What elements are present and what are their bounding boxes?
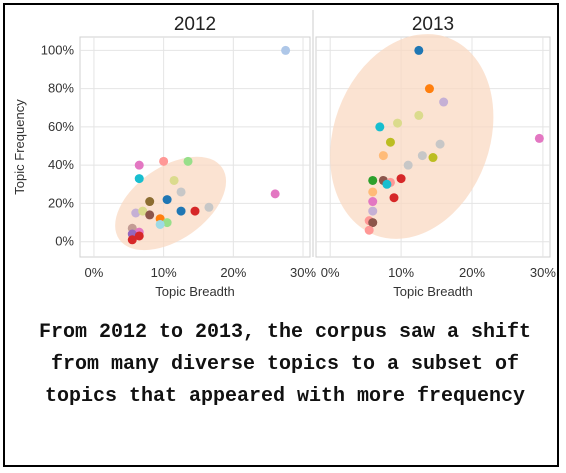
data-point bbox=[169, 175, 179, 185]
highlight-ellipse bbox=[330, 34, 494, 239]
data-point bbox=[281, 45, 291, 55]
data-point bbox=[424, 84, 434, 94]
data-point bbox=[159, 156, 169, 166]
data-point bbox=[385, 137, 395, 147]
x-tick-label: 0% bbox=[85, 265, 104, 280]
data-point bbox=[190, 206, 200, 216]
x-tick-label: 30% bbox=[290, 265, 316, 280]
data-point bbox=[389, 193, 399, 203]
x-tick-label: 10% bbox=[388, 265, 414, 280]
data-point bbox=[183, 156, 193, 166]
facet-panel-2013 bbox=[315, 34, 551, 258]
facet-title: 2013 bbox=[412, 14, 454, 35]
data-point bbox=[403, 160, 413, 170]
data-point bbox=[270, 189, 280, 199]
data-point bbox=[145, 197, 155, 207]
x-axis-title: Topic Breadth bbox=[155, 284, 235, 299]
data-point bbox=[131, 208, 141, 218]
y-axis-title: Topic Frequency bbox=[12, 99, 27, 195]
data-point bbox=[368, 218, 378, 228]
data-point bbox=[368, 197, 378, 207]
figure-frame: 2012 0% 10% 20% 30% Topic Breadth 2013 0% 10% 20%… bbox=[3, 3, 559, 467]
data-point bbox=[138, 206, 148, 216]
data-point bbox=[204, 202, 214, 212]
data-point bbox=[364, 225, 374, 235]
y-tick-label: 80% bbox=[48, 81, 74, 96]
data-point bbox=[162, 218, 172, 228]
data-point bbox=[134, 231, 144, 241]
data-point bbox=[534, 133, 544, 143]
data-point bbox=[396, 174, 406, 184]
data-point bbox=[162, 195, 172, 205]
data-point bbox=[414, 110, 424, 120]
data-point bbox=[368, 187, 378, 197]
data-point bbox=[176, 187, 186, 197]
data-point bbox=[417, 151, 427, 161]
data-point bbox=[378, 151, 388, 161]
data-point bbox=[428, 153, 438, 163]
data-point bbox=[414, 45, 424, 55]
x-tick-label: 20% bbox=[220, 265, 246, 280]
data-point bbox=[134, 174, 144, 184]
data-point bbox=[145, 210, 155, 220]
facet-header-band bbox=[80, 10, 550, 37]
x-tick-label: 20% bbox=[459, 265, 485, 280]
data-point bbox=[382, 179, 392, 189]
data-point bbox=[134, 160, 144, 170]
x-axis-title: Topic Breadth bbox=[393, 284, 473, 299]
data-point bbox=[375, 122, 385, 132]
facet-title: 2012 bbox=[174, 14, 216, 35]
y-tick-label: 0% bbox=[55, 234, 74, 249]
y-tick-label: 100% bbox=[41, 42, 75, 57]
data-point bbox=[368, 206, 378, 216]
facet-panel-2012 bbox=[79, 36, 311, 258]
y-tick-label: 20% bbox=[48, 195, 74, 210]
x-tick-label: 30% bbox=[530, 265, 556, 280]
data-point bbox=[127, 235, 137, 245]
data-point bbox=[393, 118, 403, 128]
y-tick-label: 60% bbox=[48, 119, 74, 134]
data-point bbox=[155, 219, 165, 229]
data-point bbox=[368, 175, 378, 185]
data-point bbox=[439, 97, 449, 107]
y-tick-label: 40% bbox=[48, 157, 74, 172]
x-tick-label: 0% bbox=[321, 265, 340, 280]
data-point bbox=[435, 139, 445, 149]
x-tick-label: 10% bbox=[151, 265, 177, 280]
faceted-scatter-chart: 2012 0% 10% 20% 30% Topic Breadth 2013 0% 10% 20%… bbox=[12, 10, 556, 299]
data-point bbox=[176, 206, 186, 216]
caption: From 2012 to 2013, the corpus saw a shif… bbox=[38, 321, 532, 408]
